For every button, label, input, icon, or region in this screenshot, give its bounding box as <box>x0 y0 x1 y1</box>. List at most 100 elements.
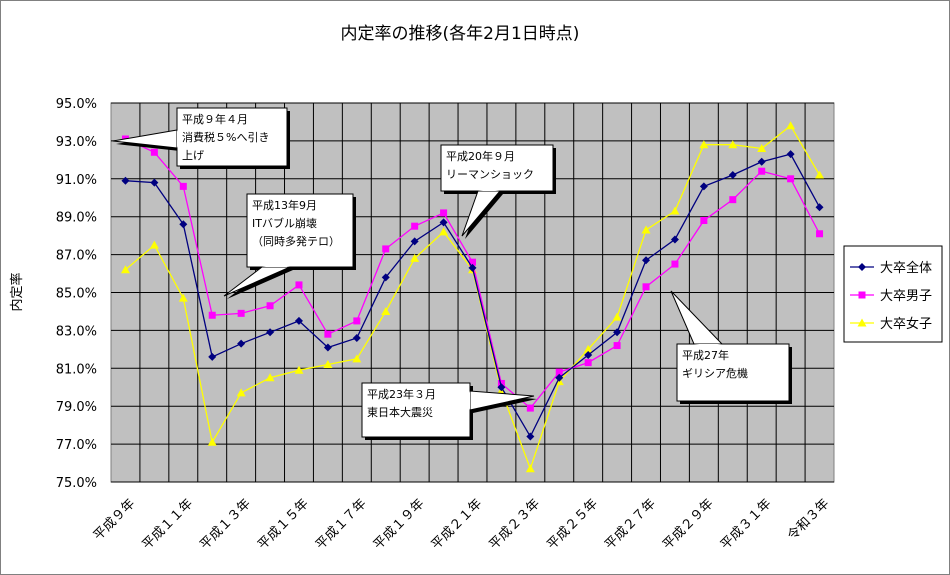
callout-text: 平成27年 <box>682 348 729 362</box>
y-tick-label: 77.0% <box>56 438 97 453</box>
data-point <box>642 256 651 265</box>
data-point <box>410 237 419 246</box>
data-point <box>266 328 275 337</box>
data-point <box>352 354 362 363</box>
x-tick-label: 平成２５年 <box>544 496 601 553</box>
data-point <box>758 167 766 175</box>
data-point <box>584 351 593 360</box>
data-point <box>179 182 187 190</box>
callout-pointer-base <box>177 130 180 148</box>
x-tick-label: 平成２３年 <box>487 496 544 553</box>
callout-text: 平成20年９月 <box>446 149 515 163</box>
callout-pointer-base <box>262 265 290 267</box>
callout-pointer-shadow <box>227 270 293 299</box>
y-tick-label: 83.0% <box>56 324 97 339</box>
data-point <box>352 333 361 342</box>
callout-text: リーマンショック <box>446 168 534 181</box>
legend-marker <box>858 263 866 271</box>
callout-text: 消費税５%へ引き <box>182 130 269 144</box>
data-point <box>121 176 130 185</box>
data-point <box>728 171 737 180</box>
y-tick-label: 93.0% <box>56 135 97 150</box>
data-point <box>613 328 622 337</box>
data-point <box>526 432 535 441</box>
legend-label: 大卒全体 <box>880 260 932 276</box>
x-tick-label: 平成１１年 <box>140 496 197 553</box>
data-point <box>179 220 188 229</box>
y-tick-label: 87.0% <box>56 249 97 264</box>
x-tick-label: 平成２１年 <box>429 496 486 553</box>
x-tick-label: 平成２７年 <box>602 496 659 553</box>
data-point <box>555 373 564 382</box>
series-diamond <box>121 150 824 441</box>
callout-text: 上げ <box>182 149 204 162</box>
legend-item: 大卒女子 <box>850 316 932 332</box>
data-point <box>294 316 303 325</box>
x-tick-label: 平成１５年 <box>255 496 312 553</box>
data-point <box>150 178 159 187</box>
data-point <box>815 203 824 212</box>
data-point <box>440 209 448 217</box>
legend-marker <box>858 291 866 299</box>
y-tick-label: 79.0% <box>56 400 97 415</box>
gridlines <box>111 102 834 483</box>
data-point <box>786 121 796 130</box>
data-point <box>237 309 245 317</box>
y-tick-label: 85.0% <box>56 287 97 302</box>
callout-pointer-base <box>694 344 722 346</box>
data-point <box>381 273 390 282</box>
legend-item: 大卒全体 <box>850 260 932 276</box>
data-point <box>641 225 651 234</box>
data-point <box>816 230 824 238</box>
data-point <box>150 148 158 156</box>
data-point <box>670 206 680 215</box>
x-axis-ticks: 平成９年 平成１１年 平成１３年 平成１５年 平成１７年 平成１９年 平成２１年 平成２３年平… <box>91 496 832 553</box>
y-tick-label: 91.0% <box>56 173 97 188</box>
data-point <box>583 344 593 353</box>
legend-label: 大卒男子 <box>880 289 932 304</box>
callout-box <box>676 343 790 402</box>
data-point <box>439 218 448 227</box>
y-tick-label: 81.0% <box>56 362 97 377</box>
data-point <box>208 352 217 361</box>
data-point <box>700 216 708 224</box>
data-point <box>149 240 159 249</box>
data-point <box>323 360 333 369</box>
data-point <box>410 253 420 262</box>
data-point <box>294 365 304 374</box>
callout-pointer-shadow <box>465 194 503 239</box>
callout-box <box>246 193 354 268</box>
callout-pointer-base <box>478 189 500 191</box>
legend-marker <box>857 318 867 327</box>
data-point <box>120 265 130 274</box>
data-point <box>497 383 506 392</box>
data-point <box>555 368 563 376</box>
data-point <box>526 404 534 412</box>
callout-text: 平成13年9月 <box>252 198 317 212</box>
x-tick-label: 平成２９年 <box>660 496 717 553</box>
x-tick-label: 平成１９年 <box>371 496 428 553</box>
series-group <box>120 121 825 473</box>
callout-pointer-base <box>467 391 470 410</box>
y-tick-label: 95.0% <box>56 97 97 112</box>
data-point <box>266 302 274 310</box>
data-point <box>468 263 477 272</box>
data-point <box>757 143 767 152</box>
data-point <box>699 140 709 149</box>
data-point <box>612 312 622 321</box>
callout-text: ITバブル崩壊 <box>252 216 317 230</box>
x-tick-label: 令和３年 <box>785 496 832 543</box>
y-tick-label: 89.0% <box>56 211 97 226</box>
data-point <box>265 373 275 382</box>
data-point <box>178 293 188 302</box>
callout: 平成13年9月 ITバブル崩壊 （同時多発テロ） <box>223 193 356 299</box>
data-point <box>411 222 419 230</box>
data-point <box>295 281 303 289</box>
data-point <box>728 140 738 149</box>
data-point <box>584 359 592 367</box>
data-point <box>382 245 390 253</box>
data-point <box>525 464 535 473</box>
chart-title: 内定率の推移(各年2月1日時点) <box>341 24 580 44</box>
